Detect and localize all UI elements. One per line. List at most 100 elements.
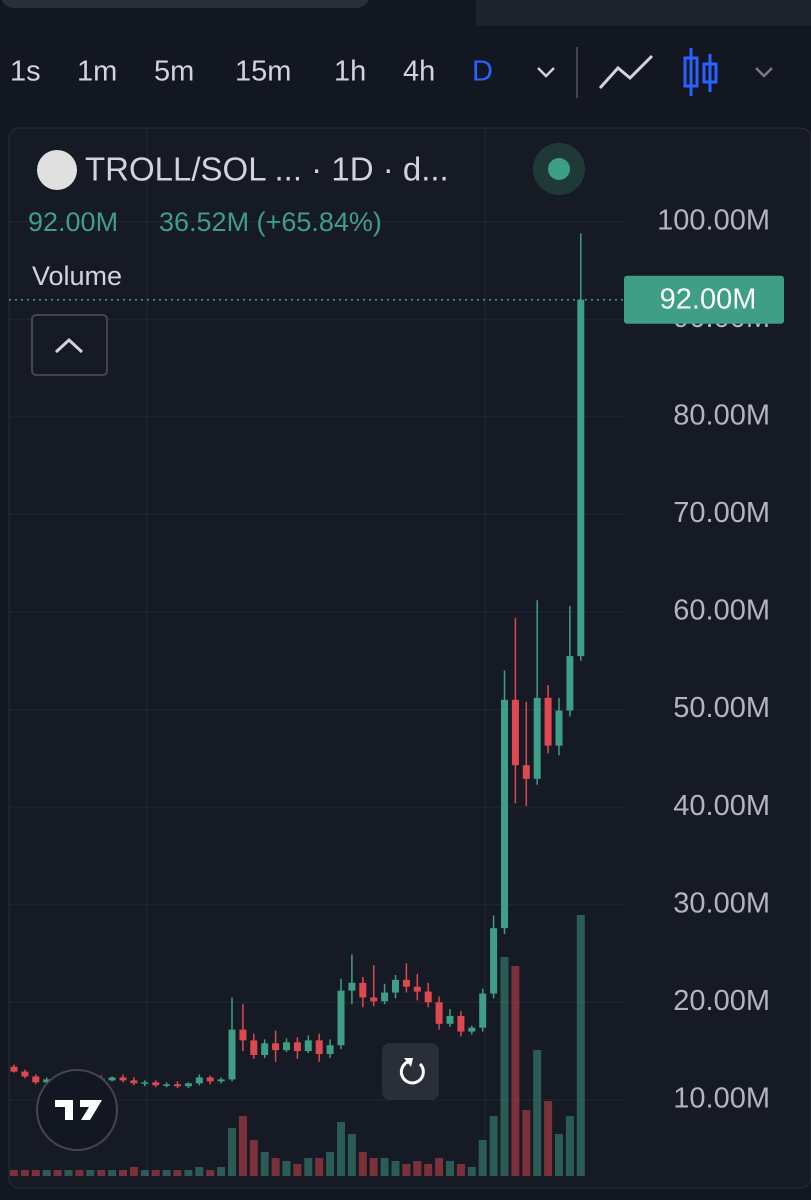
y-tick-label: 30.00M — [673, 887, 770, 919]
last-value: 92.00M — [28, 207, 118, 237]
volume-bar — [315, 1158, 324, 1176]
candle-body — [555, 710, 563, 746]
volume-bar — [500, 957, 509, 1176]
candle-body — [10, 1066, 18, 1072]
volume-bar — [206, 1170, 215, 1176]
top-bar-right — [476, 0, 811, 26]
volume-bar — [293, 1164, 302, 1176]
volume-bar — [184, 1170, 193, 1176]
timeframe-button[interactable]: 1m — [77, 56, 117, 88]
collapse-arrow — [54, 337, 84, 354]
candle-body — [206, 1077, 214, 1082]
candle-body — [544, 697, 552, 746]
candle-body — [359, 982, 367, 998]
candle-body — [566, 656, 574, 711]
volume-bar — [337, 1122, 345, 1176]
candle-body — [174, 1084, 181, 1087]
volume-bar — [108, 1170, 117, 1176]
volume-bar — [489, 1116, 498, 1176]
change-value: 36.52M (+65.84%) — [159, 207, 382, 237]
candle-body — [381, 992, 389, 1002]
volume-bar — [10, 1170, 18, 1176]
volume-bar — [413, 1161, 422, 1176]
volume-bar — [151, 1170, 160, 1176]
candle-body — [522, 765, 530, 779]
timeframe-bar: 1s 1m 5m 15m 1h 4h D — [10, 56, 493, 88]
volume-bar — [347, 1134, 356, 1176]
volume-bar — [64, 1170, 73, 1176]
candle-body — [392, 979, 399, 993]
candle-body — [457, 1015, 465, 1032]
timeframe-button[interactable]: D — [472, 56, 493, 88]
volume-bar — [20, 1170, 29, 1176]
candle-body — [141, 1082, 149, 1084]
candle-body — [184, 1083, 192, 1087]
indicator-name: Volume — [32, 261, 122, 291]
candle-body — [195, 1077, 203, 1084]
candle-body — [283, 1042, 290, 1051]
candle-body — [370, 997, 378, 1002]
collapse-button[interactable] — [31, 314, 108, 376]
status-dot — [548, 158, 570, 180]
plot-area — [9, 128, 625, 1176]
reset-button[interactable] — [382, 1043, 439, 1100]
volume-bar — [238, 1116, 247, 1176]
timeframe-button[interactable]: 1h — [334, 56, 366, 88]
chevron[interactable] — [537, 67, 555, 78]
volume-bar — [75, 1170, 84, 1176]
logo[interactable] — [36, 1069, 118, 1151]
candle-body — [402, 979, 410, 987]
volume-bar — [467, 1167, 476, 1176]
y-tick-label: 100.00M — [657, 204, 770, 236]
line-chart-icon[interactable] — [598, 54, 654, 90]
volume-bar — [326, 1152, 335, 1176]
candle-body — [337, 990, 345, 1046]
candle-body — [239, 1029, 247, 1041]
volume-bar — [53, 1170, 62, 1176]
candle-body — [272, 1043, 280, 1051]
volume-bar — [565, 1116, 574, 1176]
y-tick-label: 10.00M — [673, 1083, 770, 1115]
candle-body — [511, 699, 519, 766]
timeframe-button[interactable]: 4h — [403, 56, 435, 88]
symbol-title[interactable]: TROLL/SOL ... · 1D · d... — [85, 151, 449, 188]
candle-body — [479, 993, 487, 1028]
volume-bar — [228, 1128, 236, 1176]
chevron[interactable] — [755, 67, 773, 78]
volume-bar — [544, 1101, 553, 1176]
y-tick-label: 80.00M — [673, 399, 770, 431]
volume-bar — [478, 1140, 487, 1176]
reset-arrow — [404, 1058, 413, 1067]
timeframe-button[interactable]: 15m — [235, 56, 291, 88]
candle-body — [304, 1040, 312, 1052]
candle-body — [577, 299, 585, 657]
volume-bar — [195, 1167, 204, 1176]
volume-bar — [511, 966, 520, 1176]
volume-bar — [31, 1170, 40, 1176]
timeframe-button[interactable]: 5m — [154, 56, 194, 88]
candle-body — [348, 982, 356, 991]
y-tick-label: 20.00M — [673, 985, 770, 1017]
volume-bar — [424, 1164, 433, 1176]
volume-bar — [456, 1164, 465, 1176]
volume-bar — [402, 1164, 411, 1176]
volume-bar — [129, 1167, 138, 1176]
candle-body — [250, 1040, 258, 1056]
volume-bar — [271, 1158, 280, 1176]
volume-bar — [380, 1158, 389, 1176]
volume-bar — [304, 1158, 313, 1176]
volume-bar — [97, 1170, 106, 1176]
candle-body — [228, 1029, 236, 1080]
y-tick-label: 40.00M — [673, 790, 770, 822]
timeframe-button[interactable]: 1s — [10, 56, 41, 88]
y-tick-label: 60.00M — [673, 595, 770, 627]
candle-body — [315, 1040, 323, 1055]
candle-icon[interactable] — [683, 48, 718, 96]
reset-icon — [399, 1059, 425, 1085]
volume-bar — [249, 1140, 258, 1176]
candle-body — [119, 1077, 127, 1081]
volume-bar — [162, 1170, 171, 1176]
candle-body — [413, 986, 421, 992]
candle-body — [163, 1084, 171, 1086]
volume-bar — [217, 1167, 226, 1176]
